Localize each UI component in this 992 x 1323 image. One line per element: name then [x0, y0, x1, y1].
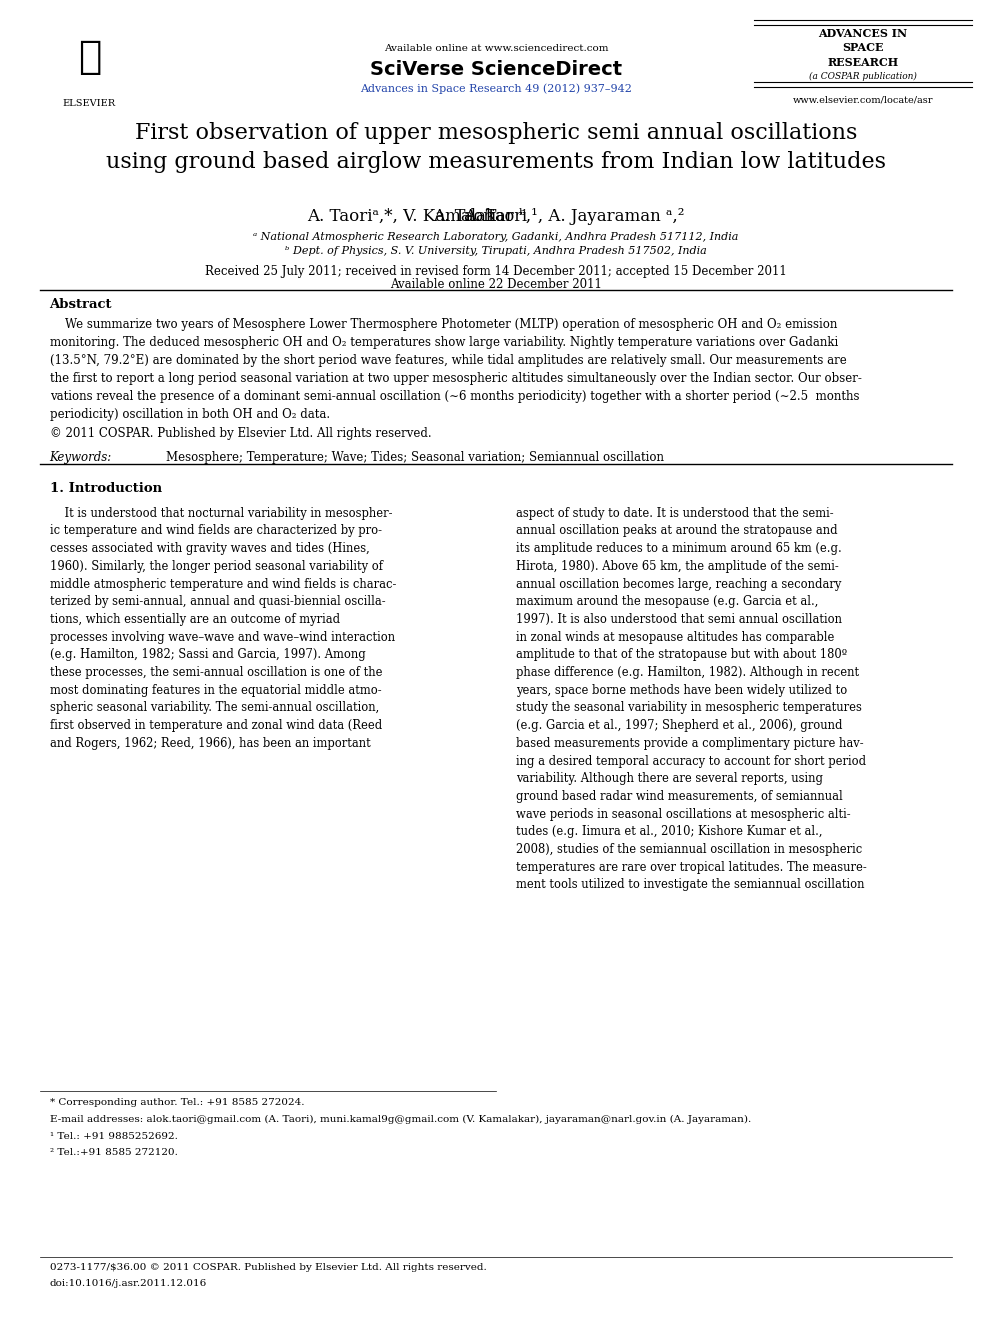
Text: Abstract: Abstract	[50, 298, 112, 311]
Text: ELSEVIER: ELSEVIER	[62, 99, 116, 107]
Text: RESEARCH: RESEARCH	[827, 57, 899, 67]
Text: First observation of upper mesospheric semi annual oscillations
using ground bas: First observation of upper mesospheric s…	[106, 122, 886, 172]
Text: We summarize two years of Mesosphere Lower Thermosphere Photometer (MLTP) operat: We summarize two years of Mesosphere Low…	[50, 318, 861, 421]
Text: A. Taori: A. Taori	[433, 208, 496, 225]
Text: E-mail addresses: alok.taori@gmail.com (A. Taori), muni.kamal9g@gmail.com (V. Ka: E-mail addresses: alok.taori@gmail.com (…	[50, 1115, 751, 1125]
Text: Received 25 July 2011; received in revised form 14 December 2011; accepted 15 De: Received 25 July 2011; received in revis…	[205, 265, 787, 278]
Text: aspect of study to date. It is understood that the semi-
annual oscillation peak: aspect of study to date. It is understoo…	[516, 507, 867, 892]
Text: ADVANCES IN: ADVANCES IN	[818, 28, 908, 38]
Text: (a COSPAR publication): (a COSPAR publication)	[809, 71, 917, 81]
Text: www.elsevier.com/locate/asr: www.elsevier.com/locate/asr	[793, 95, 933, 105]
Text: ² Tel.:+91 8585 272120.: ² Tel.:+91 8585 272120.	[50, 1148, 178, 1158]
Text: Advances in Space Research 49 (2012) 937–942: Advances in Space Research 49 (2012) 937…	[360, 83, 632, 94]
Text: Available online at www.sciencedirect.com: Available online at www.sciencedirect.co…	[384, 44, 608, 53]
Text: doi:10.1016/j.asr.2011.12.016: doi:10.1016/j.asr.2011.12.016	[50, 1279, 207, 1289]
Text: 1. Introduction: 1. Introduction	[50, 482, 162, 495]
Text: ᵇ Dept. of Physics, S. V. University, Tirupati, Andhra Pradesh 517502, India: ᵇ Dept. of Physics, S. V. University, Ti…	[285, 246, 707, 257]
Text: ᵃ National Atmospheric Research Laboratory, Gadanki, Andhra Pradesh 517112, Indi: ᵃ National Atmospheric Research Laborato…	[253, 232, 739, 242]
Text: SciVerse ScienceDirect: SciVerse ScienceDirect	[370, 60, 622, 78]
Text: 🌳: 🌳	[77, 38, 101, 75]
Text: Mesosphere; Temperature; Wave; Tides; Seasonal variation; Semiannual oscillation: Mesosphere; Temperature; Wave; Tides; Se…	[166, 451, 664, 464]
Text: It is understood that nocturnal variability in mesospher-
ic temperature and win: It is understood that nocturnal variabil…	[50, 507, 396, 750]
Text: © 2011 COSPAR. Published by Elsevier Ltd. All rights reserved.: © 2011 COSPAR. Published by Elsevier Ltd…	[50, 427, 432, 441]
Text: * Corresponding author. Tel.: +91 8585 272024.: * Corresponding author. Tel.: +91 8585 2…	[50, 1098, 305, 1107]
Text: ¹ Tel.: +91 9885252692.: ¹ Tel.: +91 9885252692.	[50, 1132, 178, 1142]
Text: 0273-1177/$36.00 © 2011 COSPAR. Published by Elsevier Ltd. All rights reserved.: 0273-1177/$36.00 © 2011 COSPAR. Publishe…	[50, 1263, 486, 1273]
Text: A. Taori: A. Taori	[464, 208, 528, 225]
Text: A. Taoriᵃ,*, V. Kamalakar ᵇ,¹, A. Jayaraman ᵃ,²: A. Taoriᵃ,*, V. Kamalakar ᵇ,¹, A. Jayara…	[308, 208, 684, 225]
Text: Available online 22 December 2011: Available online 22 December 2011	[390, 278, 602, 291]
Text: Keywords:: Keywords:	[50, 451, 119, 464]
Text: SPACE: SPACE	[842, 42, 884, 53]
